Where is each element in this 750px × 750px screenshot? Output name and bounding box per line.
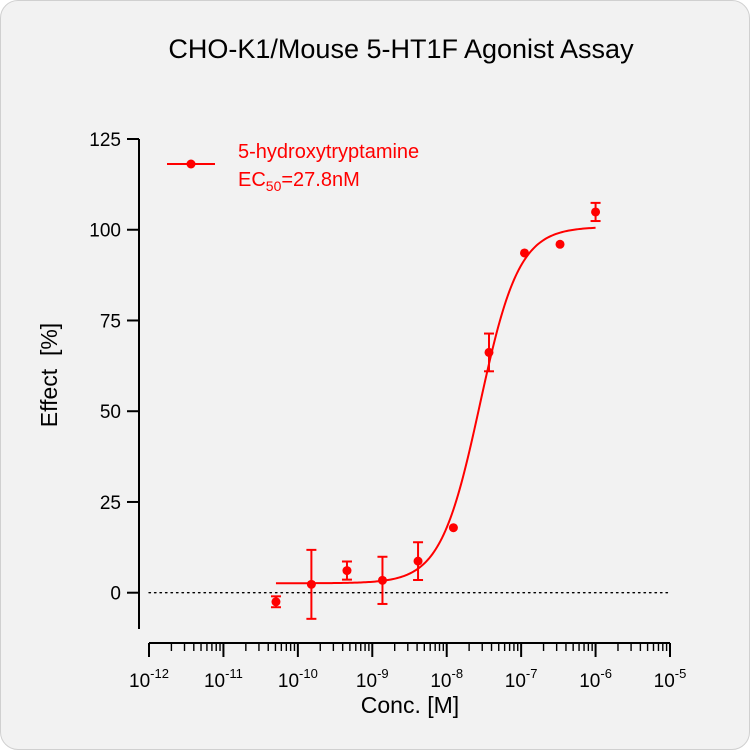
data-point [591, 207, 601, 217]
x-tick-label-base: 10 [278, 671, 299, 692]
data-point [271, 597, 281, 607]
data-point [342, 566, 352, 576]
data-point [520, 248, 530, 258]
x-tick-label-exponent: -12 [150, 666, 169, 681]
x-tick-label-exponent: -9 [377, 666, 389, 681]
fit-curve [275, 226, 596, 585]
x-tick-label: 10-8 [430, 666, 463, 692]
y-tick-label: 25 [100, 493, 121, 514]
data-point [413, 556, 423, 566]
legend-ec50-prefix: EC [238, 169, 266, 191]
x-tick-label-exponent: -11 [225, 666, 243, 681]
x-tick-label-base: 10 [356, 671, 377, 692]
y-axis-title: Effect [%] [36, 323, 62, 427]
x-tick-label: 10-9 [356, 666, 389, 692]
x-tick-label: 10-11 [204, 666, 243, 692]
y-tick-label: 75 [100, 311, 121, 332]
x-tick-label-base: 10 [579, 671, 600, 692]
legend-ec50-value: =27.8nM [281, 169, 359, 191]
legend-ec50: EC50=27.8nM [238, 169, 360, 194]
x-tick-label: 10-7 [505, 666, 538, 692]
x-tick-label-exponent: -6 [600, 666, 612, 681]
x-tick-label-base: 10 [430, 671, 451, 692]
data-point [306, 579, 316, 589]
x-tick-label-exponent: -5 [675, 666, 687, 681]
x-tick-label: 10-12 [129, 666, 169, 692]
x-tick-label-exponent: -7 [526, 666, 538, 681]
legend-label: 5-hydroxytryptamine [238, 141, 419, 163]
x-axis-title: Conc. [M] [361, 692, 459, 718]
x-tick-label-exponent: -10 [299, 666, 318, 681]
y-tick-label: 100 [89, 221, 121, 242]
y-tick-label: 0 [110, 584, 121, 605]
chart-title: CHO-K1/Mouse 5-HT1F Agonist Assay [168, 34, 634, 64]
legend-ec50-subscript: 50 [266, 178, 282, 194]
data-point [555, 239, 565, 249]
x-tick-label-base: 10 [204, 671, 225, 692]
data-point [377, 575, 387, 585]
legend: 5-hydroxytryptamine EC50=27.8nM [167, 141, 419, 194]
x-tick-label-base: 10 [654, 671, 675, 692]
x-tick-label: 10-10 [278, 666, 318, 692]
x-tick-label: 10-6 [579, 666, 612, 692]
legend-marker [186, 159, 196, 169]
data-point [484, 347, 494, 357]
y-tick-label: 125 [89, 130, 121, 151]
y-tick-label: 50 [100, 402, 121, 423]
x-tick-label-base: 10 [505, 671, 526, 692]
x-tick-label: 10-5 [654, 666, 687, 692]
data-point [448, 523, 458, 533]
x-tick-label-exponent: -8 [452, 666, 464, 681]
x-tick-label-base: 10 [129, 671, 150, 692]
